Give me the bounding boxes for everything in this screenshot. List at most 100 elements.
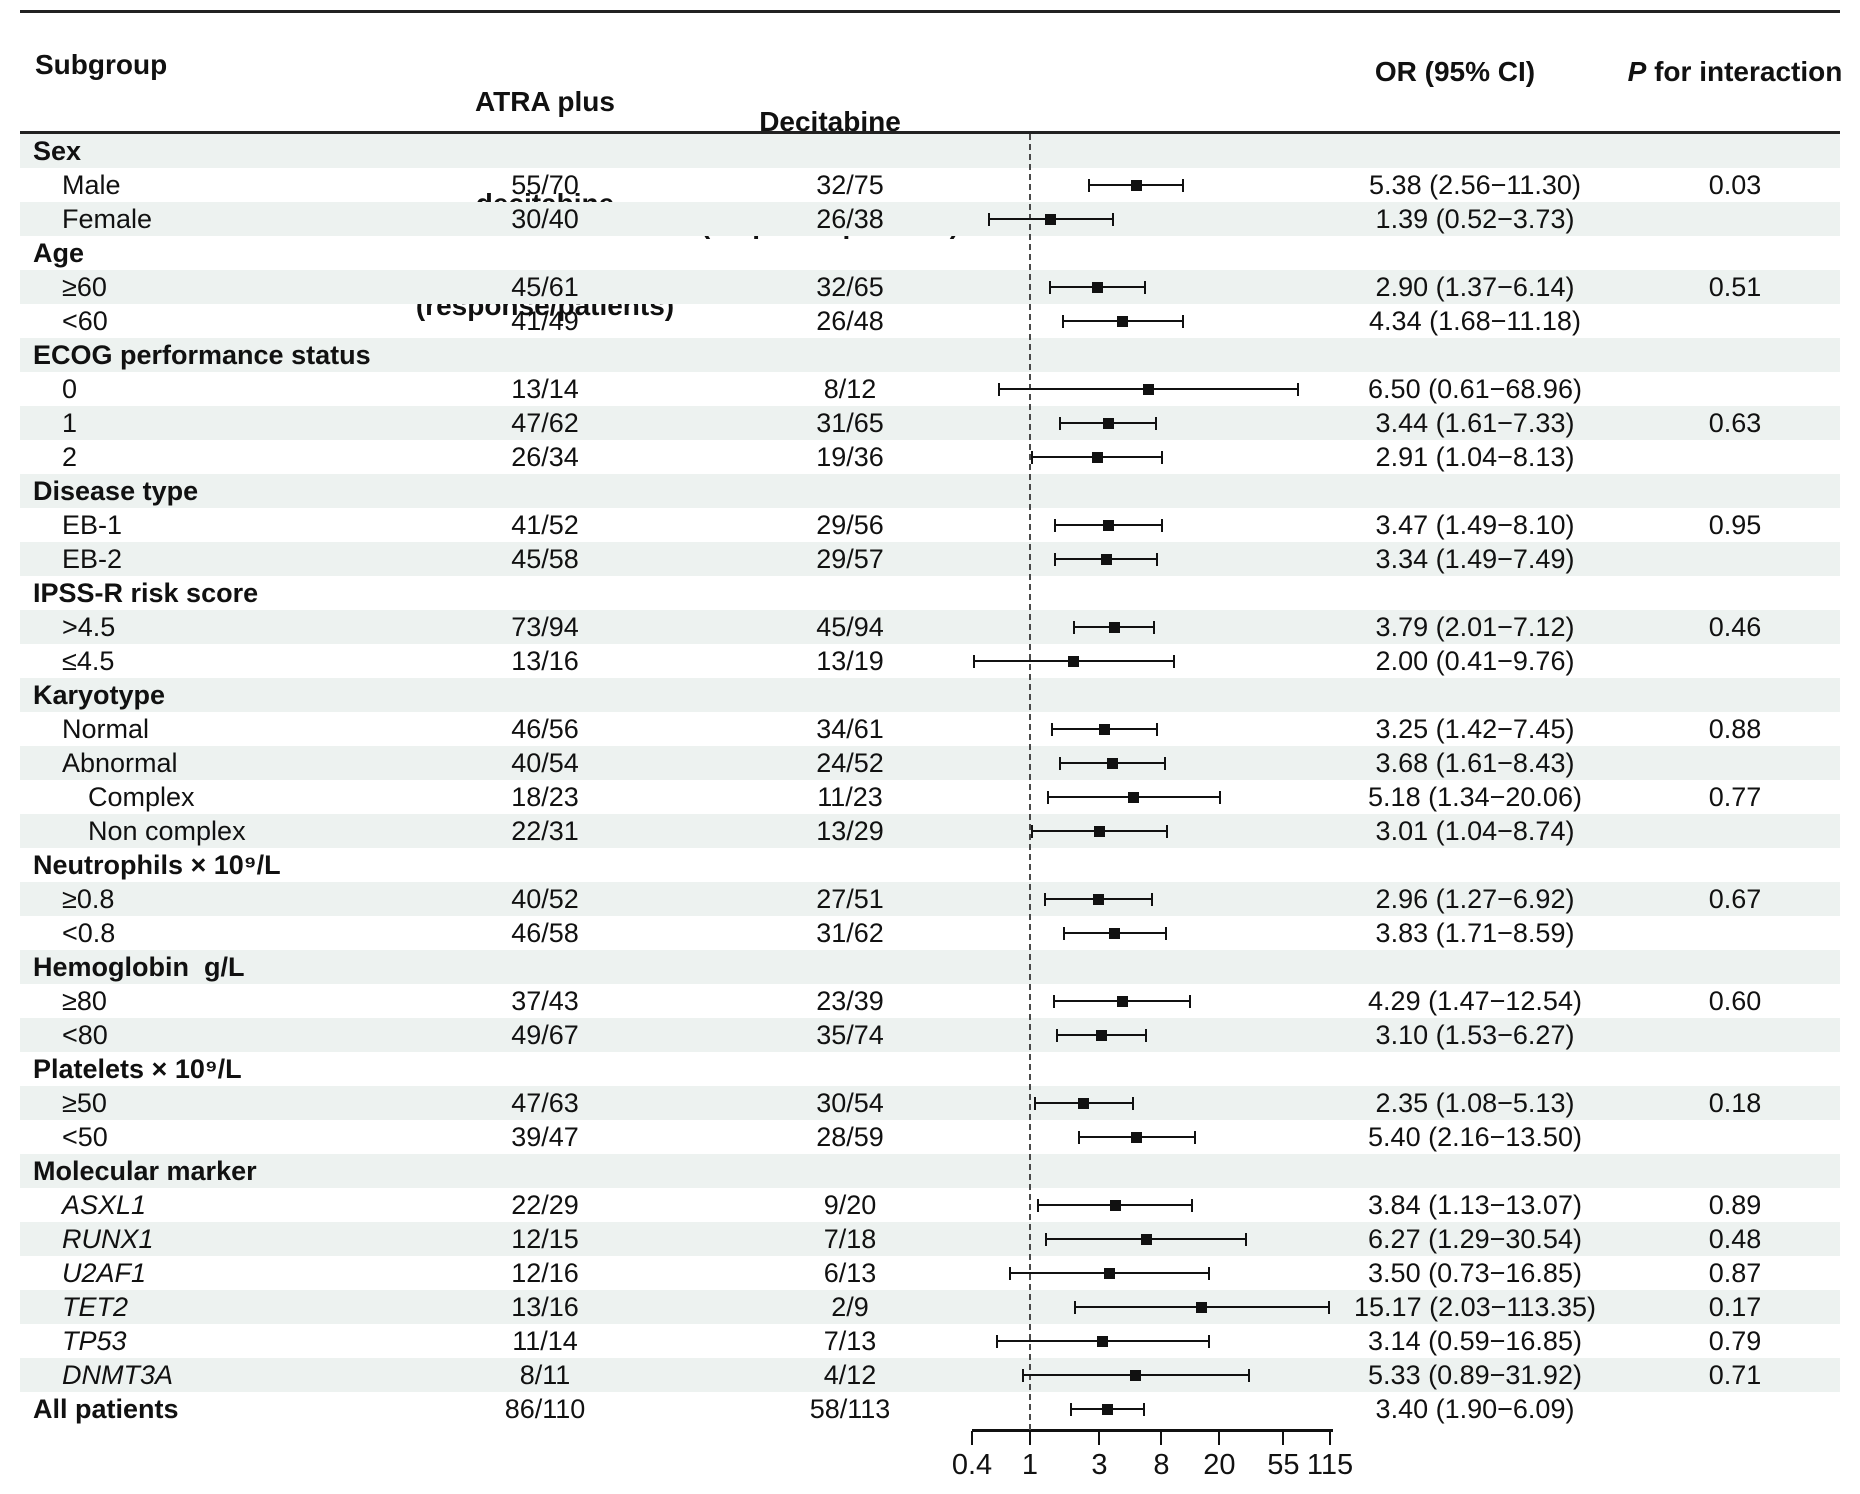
or-ci-text: 2.00 (0.41−9.76): [1375, 646, 1575, 676]
decitabine-response-patients: 7/18: [823, 1224, 877, 1254]
or-ci-text: 15.17 (2.03−113.35): [1354, 1292, 1596, 1322]
subgroup-label: EB-1: [62, 510, 123, 540]
axis-tick-label: 20: [1203, 1449, 1236, 1481]
point-estimate-marker: [1094, 826, 1106, 837]
ci-lower-cap: [1059, 757, 1062, 770]
point-estimate-marker: [1102, 418, 1114, 429]
forest-row: <0.8 46/58 31/62 3.83 (1.71−8.59): [20, 916, 1840, 950]
ci-lower-cap: [1088, 179, 1091, 192]
ci-upper-cap: [1182, 179, 1185, 192]
ci-lower-cap: [1036, 1199, 1039, 1212]
ci-lower-cap: [1062, 927, 1065, 940]
ci-upper-cap: [1156, 553, 1159, 566]
p-for-interaction-value: 0.89: [1708, 1190, 1762, 1220]
or-ci-text: 5.38 (2.56−11.30): [1369, 170, 1581, 200]
or-ci-text: 3.40 (1.90−6.09): [1375, 1394, 1575, 1424]
section-row: ECOG performance status: [20, 338, 1840, 372]
ci-lower-cap: [1054, 519, 1057, 532]
decitabine-response-patients: 28/59: [816, 1122, 884, 1152]
or-ci-text: 5.40 (2.16−13.50): [1368, 1122, 1582, 1152]
decitabine-response-patients: 32/75: [816, 170, 884, 200]
forest-row: Complex 18/23 11/23 5.18 (1.34−20.06) 0.77: [20, 780, 1840, 814]
point-estimate-marker: [1091, 282, 1103, 293]
forest-row: ≤4.5 13/16 13/19 2.00 (0.41−9.76): [20, 644, 1840, 678]
subgroup-label: ≥50: [62, 1088, 107, 1118]
subgroup-label: ≥80: [62, 986, 107, 1016]
ci-upper-cap: [1166, 825, 1169, 838]
p-for-interaction-value: 0.03: [1708, 170, 1762, 200]
ci-upper-cap: [1164, 927, 1167, 940]
top-rule: [20, 10, 1840, 13]
section-row: Age: [20, 236, 1840, 270]
atra-response-patients: 22/31: [511, 816, 579, 846]
subgroup-label: TET2: [62, 1292, 129, 1322]
subgroup-label: Abnormal: [62, 748, 178, 778]
subgroup-label: ≥0.8: [62, 884, 115, 914]
ci-upper-cap: [1143, 1403, 1146, 1416]
or-ci-text: 3.83 (1.71−8.59): [1375, 918, 1575, 948]
ci-upper-cap: [1207, 1267, 1210, 1280]
point-estimate-marker: [1045, 214, 1057, 225]
subgroup-label: Neutrophils × 10⁹/L: [33, 850, 281, 880]
decitabine-response-patients: 13/19: [816, 646, 884, 676]
ci-lower-cap: [995, 1335, 998, 1348]
subgroup-label: Platelets × 10⁹/L: [33, 1054, 242, 1084]
subgroup-label: 0: [62, 374, 78, 404]
subgroup-label: <50: [62, 1122, 108, 1152]
p-for-interaction-value: 0.48: [1708, 1224, 1762, 1254]
header-rule: [20, 131, 1840, 134]
subgroup-label: Normal: [62, 714, 150, 744]
atra-response-patients: 18/23: [511, 782, 579, 812]
point-estimate-marker: [1095, 1030, 1107, 1041]
forest-row: EB-2 45/58 29/57 3.34 (1.49−7.49): [20, 542, 1840, 576]
subgroup-label: <80: [62, 1020, 108, 1050]
forest-row: ≥50 47/63 30/54 2.35 (1.08−5.13) 0.18: [20, 1086, 1840, 1120]
subgroup-label: Disease type: [33, 476, 199, 506]
axis-tick: [1160, 1431, 1163, 1445]
ci-upper-cap: [1328, 1301, 1331, 1314]
section-row: Molecular marker: [20, 1154, 1840, 1188]
section-row: IPSS-R risk score: [20, 576, 1840, 610]
forest-row: Normal 46/56 34/61 3.25 (1.42−7.45) 0.88: [20, 712, 1840, 746]
atra-response-patients: 45/58: [511, 544, 579, 574]
ci-upper-cap: [1173, 655, 1176, 668]
subgroup-label: RUNX1: [62, 1224, 154, 1254]
ci-lower-cap: [1044, 893, 1047, 906]
ci-upper-cap: [1161, 519, 1164, 532]
subgroup-label: Complex: [88, 782, 195, 812]
point-estimate-marker: [1131, 1132, 1143, 1143]
ci-upper-cap: [1247, 1369, 1250, 1382]
decitabine-response-patients: 45/94: [816, 612, 884, 642]
section-row: Hemoglobin g/L: [20, 950, 1840, 984]
axis-tick-label: 55: [1267, 1449, 1300, 1481]
point-estimate-marker: [1109, 1200, 1121, 1211]
ci-lower-cap: [1053, 995, 1056, 1008]
atra-response-patients: 86/110: [504, 1394, 586, 1424]
forest-row: EB-1 41/52 29/56 3.47 (1.49−8.10) 0.95: [20, 508, 1840, 542]
ci-lower-cap: [1009, 1267, 1012, 1280]
or-ci-text: 1.39 (0.52−3.73): [1375, 204, 1575, 234]
ci-lower-cap: [1045, 1233, 1048, 1246]
atra-response-patients: 55/70: [511, 170, 579, 200]
atra-response-patients: 47/62: [511, 408, 579, 438]
or-ci-text: 3.25 (1.42−7.45): [1375, 714, 1575, 744]
atra-response-patients: 11/14: [512, 1326, 578, 1356]
point-estimate-marker: [1103, 1268, 1115, 1279]
subgroup-label: Male: [62, 170, 121, 200]
point-estimate-marker: [1100, 554, 1112, 565]
ci-lower-cap: [1077, 1131, 1080, 1144]
decitabine-response-patients: 6/13: [823, 1258, 877, 1288]
decitabine-response-patients: 35/74: [816, 1020, 884, 1050]
point-estimate-marker: [1130, 180, 1142, 191]
ci-lower-cap: [1021, 1369, 1024, 1382]
ci-lower-cap: [1059, 417, 1062, 430]
or-ci-text: 5.33 (0.89−31.92): [1368, 1360, 1582, 1390]
atra-response-patients: 46/58: [511, 918, 579, 948]
point-estimate-marker: [1109, 928, 1121, 939]
ci-upper-cap: [1143, 281, 1146, 294]
column-header-subgroup: Subgroup: [35, 49, 168, 80]
atra-response-patients: 12/15: [511, 1224, 579, 1254]
ci-upper-cap: [1151, 893, 1154, 906]
atra-response-patients: 37/43: [511, 986, 579, 1016]
